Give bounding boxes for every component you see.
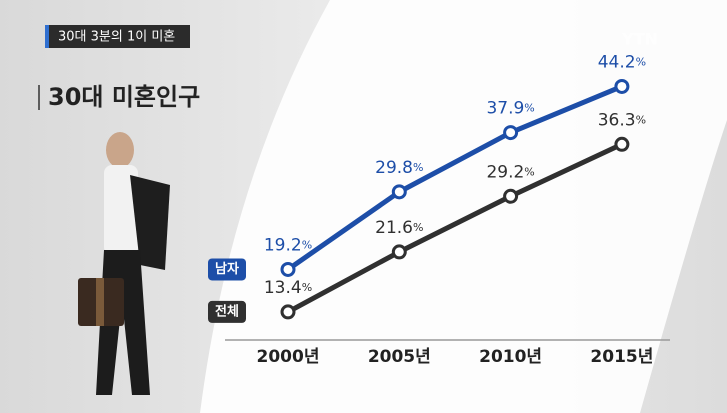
point (391, 184, 407, 200)
x-tick-label: 2005년 (368, 347, 431, 367)
point (280, 261, 296, 277)
value-label: 29.8% (375, 158, 423, 178)
legend-box (208, 300, 246, 323)
man-figure (78, 132, 170, 395)
legend-box (208, 258, 246, 281)
value-label: 29.2% (486, 162, 534, 182)
highlight-area (200, 0, 727, 413)
point (503, 125, 519, 141)
caption-box (45, 25, 190, 48)
value-label: 13.4% (264, 278, 312, 298)
x-tick-label: 2000년 (257, 347, 320, 367)
caption-accent (45, 25, 49, 48)
series-line (286, 142, 623, 315)
value-label: 37.9% (486, 99, 534, 119)
value-label: 19.2% (264, 235, 312, 255)
logo: YTN (621, 30, 658, 49)
point (391, 244, 407, 260)
caption: 30대 3분의 1이 미혼 (58, 30, 175, 45)
legend-label: 남자 (215, 261, 239, 277)
value-label: 36.3% (598, 110, 646, 130)
point (280, 304, 296, 320)
x-tick-label: 2015년 (590, 347, 653, 367)
point (614, 136, 630, 152)
point (614, 78, 630, 94)
value-label: 44.2% (598, 52, 646, 72)
value-label: 21.6% (375, 218, 423, 238)
x-tick-label: 2010년 (479, 347, 542, 367)
series-line (286, 84, 623, 272)
legend-label: 전체 (215, 303, 239, 319)
chart-title: 30대 미혼인구 (48, 83, 200, 111)
point (503, 188, 519, 204)
